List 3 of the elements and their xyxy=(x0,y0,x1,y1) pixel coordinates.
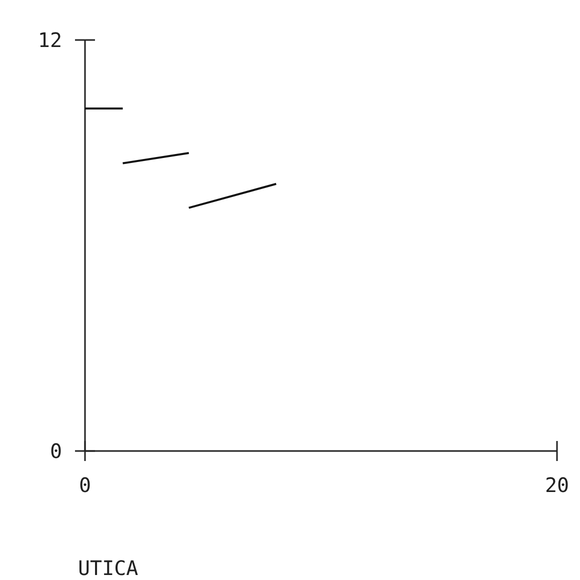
x-axis-title: UTICA xyxy=(78,556,138,580)
y-tick-label: 12 xyxy=(38,28,62,52)
x-tick-label: 20 xyxy=(544,473,570,497)
